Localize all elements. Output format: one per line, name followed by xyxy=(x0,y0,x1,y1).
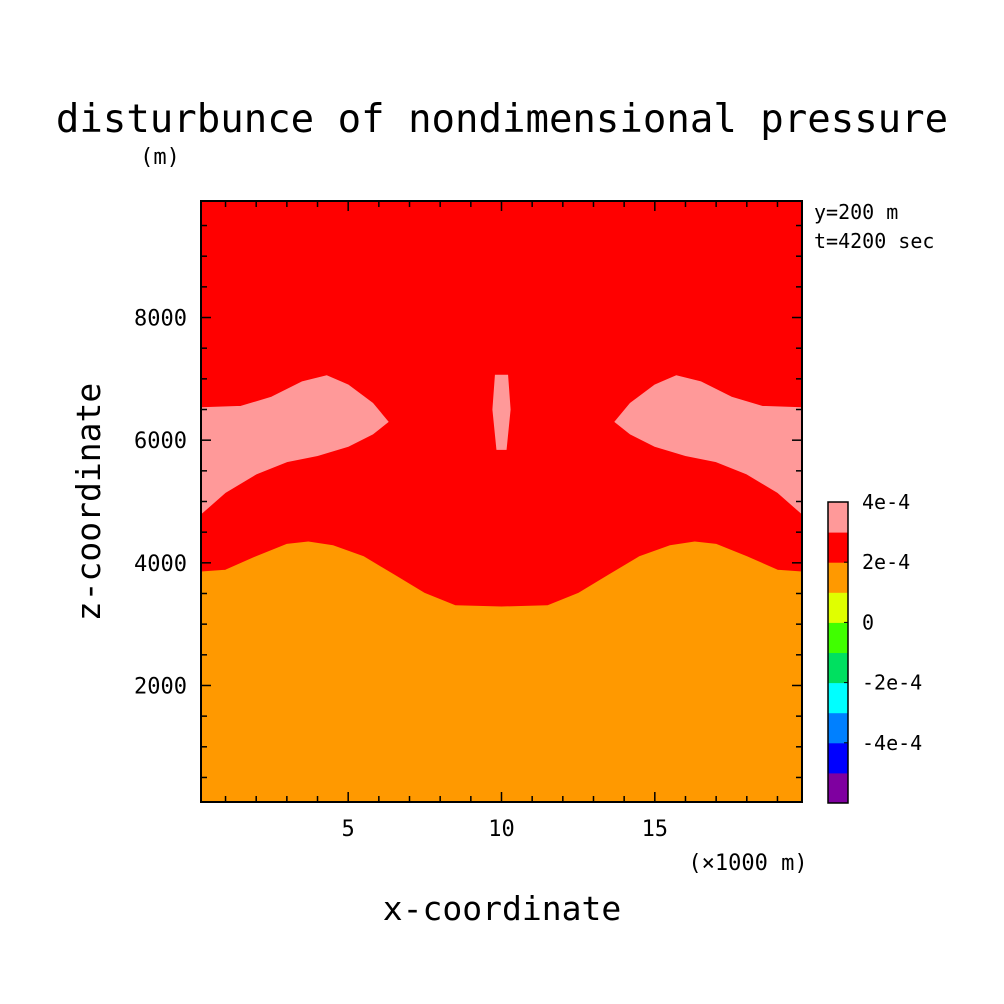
x-tick-label: 10 xyxy=(488,817,515,842)
contour-regions xyxy=(201,374,802,802)
colorbar-band xyxy=(828,772,848,804)
x-tick-label: 5 xyxy=(342,817,355,842)
annotation-line-2: t=4200 sec xyxy=(814,229,934,253)
colorbar-band xyxy=(828,652,848,684)
colorbar-band xyxy=(828,742,848,774)
x-unit-label: (×1000 m) xyxy=(688,851,807,876)
y-axis-label: z-coordinate xyxy=(69,383,108,621)
colorbar-band xyxy=(828,592,848,623)
band-orange xyxy=(201,541,802,802)
colorbar-level-label: -4e-4 xyxy=(862,731,922,755)
colorbar-band xyxy=(828,712,848,744)
axis-ticks xyxy=(201,201,802,802)
colorbar-band xyxy=(828,682,848,714)
annotation-line-1: y=200 m xyxy=(814,200,898,224)
band-pink-left xyxy=(201,375,389,515)
y-tick-label: 2000 xyxy=(134,674,187,699)
colorbar-level-label: 4e-4 xyxy=(862,490,910,514)
colorbar-band xyxy=(828,562,848,593)
colorbar-level-label: -2e-4 xyxy=(862,671,922,695)
colorbar-labels: -4e-4 -2e-4 0 2e-4 4e-4 xyxy=(844,490,922,755)
colorbar-band xyxy=(828,502,848,533)
band-pink-center xyxy=(492,374,511,450)
colorbar-frame xyxy=(827,501,849,804)
x-axis-label: x-coordinate xyxy=(383,889,621,928)
band-pink-right xyxy=(614,375,802,515)
colorbar-level-label: 2e-4 xyxy=(862,550,910,574)
axis-tick-labels: 5 10 15 2000 4000 6000 8000 xyxy=(134,307,668,842)
y-tick-label: 6000 xyxy=(134,429,187,454)
y-unit-label: (m) xyxy=(140,145,180,170)
colorbar-band xyxy=(828,532,848,563)
y-tick-label: 8000 xyxy=(134,307,187,332)
colorbar xyxy=(827,501,849,804)
x-tick-label: 15 xyxy=(642,817,669,842)
colorbar-level-label: 0 xyxy=(862,610,874,634)
y-tick-label: 4000 xyxy=(134,552,187,577)
chart-title: disturbunce of nondimensional pressure xyxy=(56,97,948,142)
colorbar-band xyxy=(828,622,848,653)
